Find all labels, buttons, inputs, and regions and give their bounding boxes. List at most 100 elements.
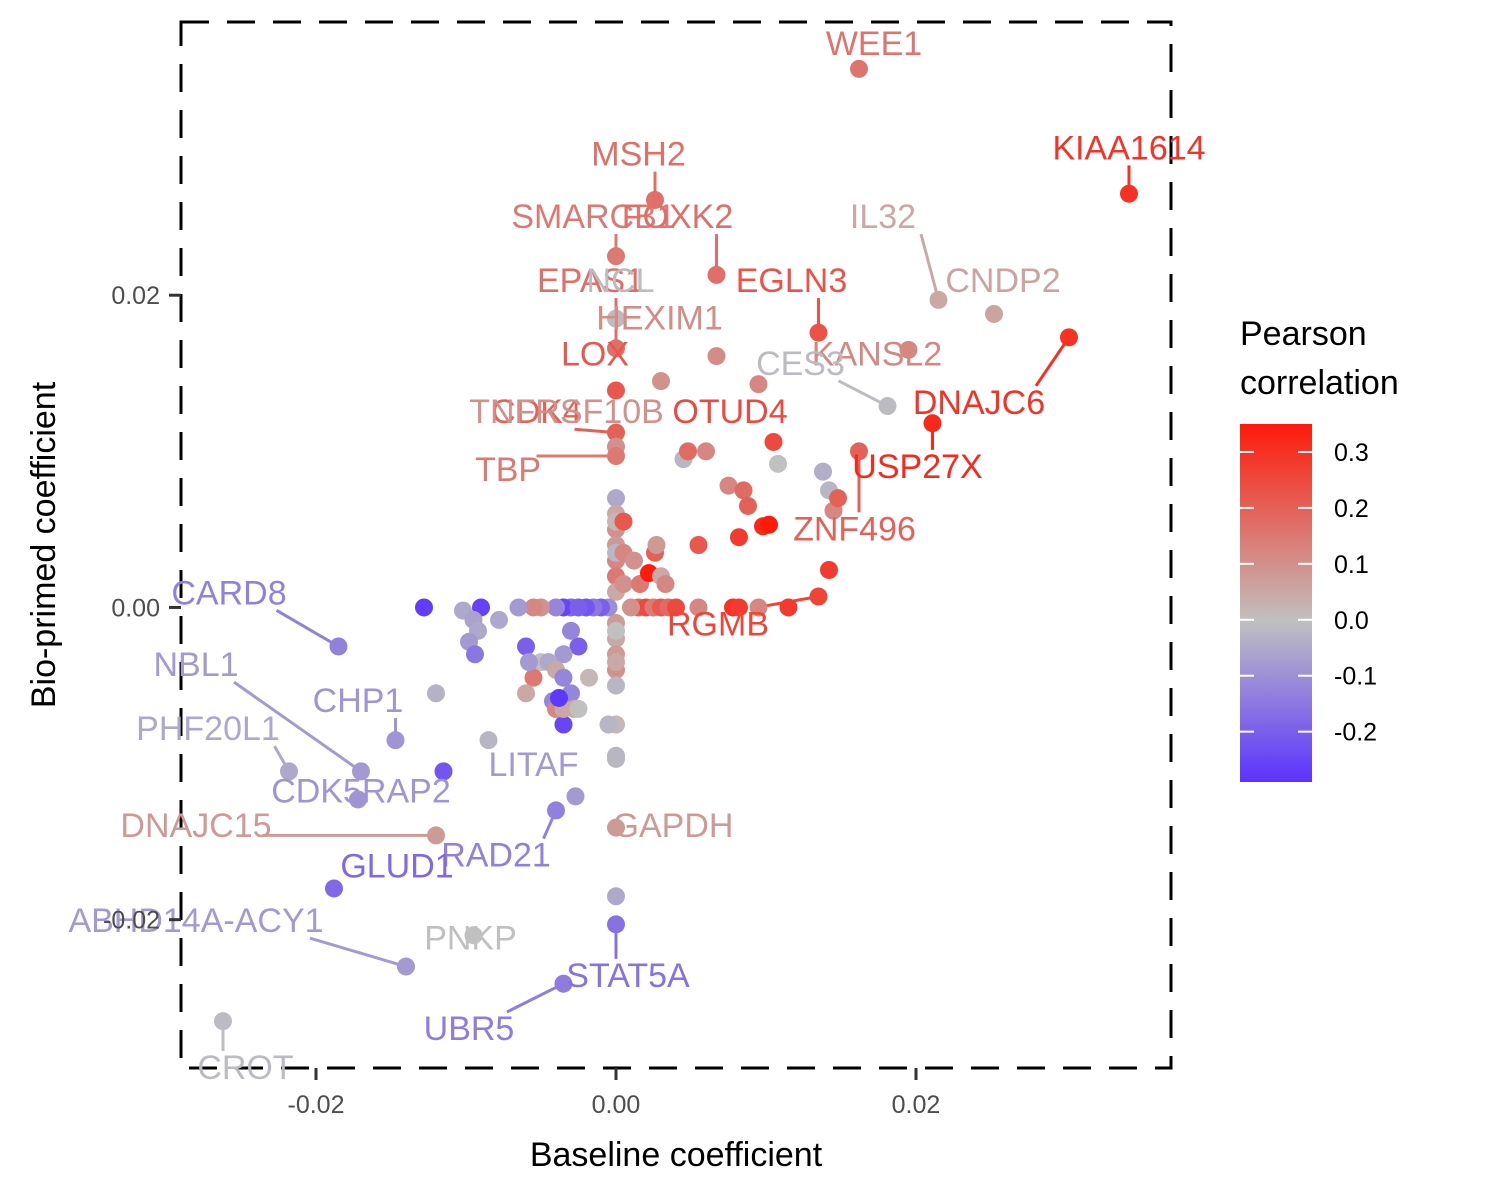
labeled-data-point	[878, 397, 897, 416]
data-point	[734, 481, 753, 500]
labeled-data-point	[646, 190, 664, 209]
labeled-data-point	[607, 447, 625, 466]
data-point	[779, 598, 798, 617]
data-point	[769, 454, 787, 473]
data-point	[622, 598, 640, 617]
data-point	[517, 637, 535, 656]
data-point	[829, 489, 847, 508]
gene-label: LITAF	[488, 746, 578, 784]
data-point	[730, 528, 748, 547]
x-axis-title: Baseline coefficient	[530, 1136, 823, 1174]
data-point	[760, 515, 778, 534]
legend-tick-label: 0.1	[1334, 551, 1369, 579]
labeled-data-point	[607, 339, 625, 358]
labeled-data-point	[607, 915, 625, 934]
data-point	[554, 715, 573, 734]
data-point	[656, 575, 675, 594]
labeled-data-point	[607, 247, 625, 266]
y-tick-label: 0.00	[111, 594, 160, 622]
gene-label: CARD8	[171, 574, 286, 612]
legend-tick-label: 0.0	[1334, 607, 1369, 635]
leader-line	[233, 680, 362, 773]
panel-border	[179, 20, 1173, 1070]
labeled-data-point	[607, 381, 625, 400]
labeled-data-point	[929, 290, 948, 309]
gene-label: CDK4	[491, 393, 582, 431]
data-point	[509, 598, 528, 617]
leader-line	[309, 936, 407, 968]
gene-label: USP27X	[852, 448, 982, 486]
data-point	[607, 676, 625, 695]
data-point	[490, 610, 508, 629]
data-point	[647, 536, 666, 554]
gene-label: CROT	[197, 1049, 293, 1087]
labeled-data-point	[707, 265, 726, 284]
labeled-data-point	[1120, 184, 1138, 203]
data-point	[524, 668, 543, 687]
gene-label: SMARCB1	[511, 198, 675, 236]
data-point	[719, 476, 738, 495]
x-tick-label: 0.00	[592, 1091, 641, 1119]
gene-label: UBR5	[424, 1010, 515, 1048]
labeled-data-point	[607, 423, 625, 442]
labeled-data-point	[1060, 328, 1078, 347]
labeled-data-point	[809, 323, 828, 342]
labeled-data-point	[554, 974, 573, 993]
labeled-data-point	[352, 762, 370, 781]
data-point	[730, 598, 748, 617]
labeled-data-point	[329, 637, 348, 656]
data-point	[614, 575, 633, 594]
gene-label: GLUD1	[340, 848, 453, 886]
gene-label: EPAS1	[537, 262, 644, 300]
labeled-data-point	[809, 587, 828, 606]
data-point	[547, 598, 565, 617]
y-axis-title: Bio-primed coefficient	[25, 381, 63, 708]
gene-label: MSH2	[591, 136, 685, 174]
data-point	[569, 637, 588, 656]
y-axis: -0.02 0.00 0.02	[103, 282, 181, 935]
labeled-data-point	[427, 826, 445, 845]
labeled-data-point	[349, 790, 367, 809]
data-point	[814, 462, 832, 481]
color-legend: Pearson correlation 0.3 0.2 0.1 0.0 -0.1 -0.2	[1240, 315, 1399, 782]
gene-label: CDK5RAP2	[271, 773, 451, 811]
leader-line	[275, 609, 340, 648]
labeled-data-point	[607, 309, 625, 328]
data-point	[580, 668, 598, 687]
data-point	[652, 372, 670, 391]
leader-line	[506, 982, 565, 1014]
y-tick-label: 0.02	[111, 282, 160, 310]
gene-label: WEE1	[826, 25, 922, 63]
data-point	[517, 684, 535, 703]
legend-tick-label: -0.1	[1334, 663, 1377, 691]
labeled-data-point	[547, 801, 565, 820]
data-point	[625, 551, 643, 570]
gene-label: ABHD14A-ACY1	[68, 902, 323, 940]
data-point	[679, 442, 697, 461]
gene-label: IL32	[850, 198, 916, 236]
data-point	[599, 715, 618, 734]
gene-label: STAT5A	[566, 957, 690, 995]
legend-title-line-2: correlation	[1240, 364, 1399, 402]
data-point	[607, 621, 625, 640]
gene-label: RAD21	[441, 837, 551, 875]
labeled-data-point	[397, 957, 415, 976]
gene-label: NCL	[586, 262, 654, 300]
data-point	[820, 560, 838, 579]
labeled-data-point	[985, 304, 1003, 323]
legend-tick-label: -0.2	[1334, 719, 1377, 747]
data-point	[569, 598, 588, 617]
y-tick-label: -0.02	[103, 907, 160, 935]
data-point	[749, 598, 768, 617]
x-tick-label: 0.02	[892, 1091, 941, 1119]
gene-label: ZNF496	[793, 510, 916, 548]
data-point	[554, 668, 573, 687]
gene-label: NBL1	[153, 646, 238, 684]
data-point	[667, 598, 685, 617]
labeled-data-point	[386, 731, 405, 750]
data-point	[607, 653, 625, 672]
leader-line	[919, 233, 940, 301]
labeled-data-point	[214, 1012, 232, 1031]
